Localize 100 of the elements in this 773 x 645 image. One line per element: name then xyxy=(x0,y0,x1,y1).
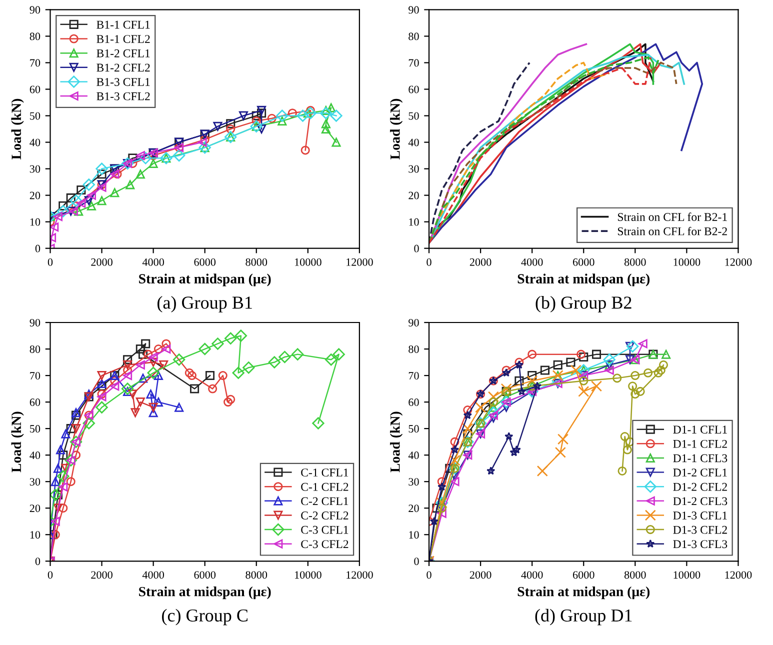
x-tick-label: 4000 xyxy=(142,258,164,266)
x-tick-label: 10000 xyxy=(295,571,322,579)
y-tick-label: 0 xyxy=(35,244,40,252)
y-tick-label: 90 xyxy=(408,6,419,14)
x-axis-title: Strain at midspan (με) xyxy=(139,586,271,600)
x-tick-label: 0 xyxy=(48,258,53,266)
legend-label: D1-1 CFL3 xyxy=(673,454,728,462)
x-tick-label: 8000 xyxy=(624,571,646,579)
y-tick-label: 70 xyxy=(30,59,40,67)
legend-label: C-3 CFL2 xyxy=(301,540,348,548)
y-axis-title: Load (kN) xyxy=(11,412,24,472)
text: (a) Group B1 xyxy=(158,296,252,312)
y-tick-label: 0 xyxy=(414,558,419,566)
x-tick-label: 0 xyxy=(426,258,432,266)
x-tick-label: 0 xyxy=(48,571,53,579)
x-tick-label: 12000 xyxy=(346,258,373,266)
legend-label: C-2 CFL2 xyxy=(301,512,348,520)
y-tick-label: 10 xyxy=(409,531,419,539)
legend-label: C-3 CFL1 xyxy=(301,526,348,534)
y-tick-label: 50 xyxy=(30,112,40,120)
y-tick-label: 90 xyxy=(30,318,40,326)
legend-label: B1-3 CFL1 xyxy=(96,78,150,86)
y-axis-title: Load (kN) xyxy=(390,412,403,472)
y-tick-label: 20 xyxy=(408,504,419,512)
y-tick-label: 10 xyxy=(30,218,40,226)
x-tick-label: 6000 xyxy=(194,258,216,266)
y-tick-label: 40 xyxy=(408,452,419,460)
y-tick-label: 80 xyxy=(30,32,40,40)
y-tick-label: 60 xyxy=(408,398,419,406)
legend-label: B1-1 CFL1 xyxy=(96,20,150,29)
x-axis-title: Strain at midspan (με) xyxy=(518,274,650,286)
legend-label: B1-3 CFL2 xyxy=(96,92,150,100)
text: (b) Group B2 xyxy=(536,296,632,312)
legend-label: B1-2 CFL2 xyxy=(96,64,150,72)
x-tick-label: 10000 xyxy=(674,571,700,579)
y-tick-label: 20 xyxy=(408,192,419,200)
y-tick-label: 60 xyxy=(30,398,40,406)
y-tick-label: 30 xyxy=(30,478,40,486)
x-tick-label: 6000 xyxy=(572,258,594,266)
x-tick-label: 2000 xyxy=(470,258,492,266)
legend-label: D1-3 CFL3 xyxy=(673,540,728,548)
y-tick-label: 70 xyxy=(30,372,40,380)
x-tick-label: 0 xyxy=(426,571,432,579)
x-tick-label: 12000 xyxy=(346,571,373,579)
y-tick-label: 20 xyxy=(30,504,40,512)
x-tick-label: 4000 xyxy=(521,258,543,266)
legend-label: D1-3 CFL2 xyxy=(673,526,727,534)
y-tick-label: 50 xyxy=(408,425,419,433)
x-tick-label: 4000 xyxy=(521,571,543,579)
legend-label: Strain on CFL for B2-2 xyxy=(618,226,727,236)
y-tick-label: 50 xyxy=(408,112,419,120)
y-tick-label: 80 xyxy=(408,345,419,353)
x-tick-label: 8000 xyxy=(246,258,268,266)
y-tick-label: 40 xyxy=(30,138,40,146)
y-tick-label: 80 xyxy=(30,345,40,353)
text: (c) Group C xyxy=(162,608,248,626)
legend-label: D1-2 CFL3 xyxy=(673,497,728,506)
legend-label: D1-2 CFL1 xyxy=(673,468,727,477)
x-tick-label: 2000 xyxy=(91,571,112,579)
x-tick-label: 6000 xyxy=(572,571,594,579)
x-tick-label: 12000 xyxy=(725,258,752,266)
x-tick-label: 10000 xyxy=(295,258,322,266)
x-tick-label: 10000 xyxy=(674,258,700,266)
x-axis-title: Strain at midspan (με) xyxy=(518,586,650,600)
legend-label: C-2 CFL1 xyxy=(301,497,348,506)
x-tick-label: 2000 xyxy=(470,571,492,579)
y-tick-label: 90 xyxy=(408,318,419,326)
y-axis-title: Load (kN) xyxy=(390,98,403,160)
y-tick-label: 0 xyxy=(414,244,419,252)
y-tick-label: 10 xyxy=(409,218,419,226)
y-tick-label: 90 xyxy=(30,6,40,14)
y-tick-label: 40 xyxy=(408,138,419,146)
legend-label: C-1 CFL2 xyxy=(301,482,348,491)
legend-label: Strain on CFL for B2-1 xyxy=(618,212,727,221)
y-tick-label: 60 xyxy=(408,86,419,94)
y-tick-label: 70 xyxy=(408,372,419,380)
y-tick-label: 30 xyxy=(408,165,419,173)
x-tick-label: 12000 xyxy=(725,571,752,579)
legend-label: C-1 CFL1 xyxy=(301,468,348,477)
legend-label: D1-1 CFL1 xyxy=(673,426,727,434)
y-tick-label: 50 xyxy=(30,425,40,433)
legend-label: B1-1 CFL2 xyxy=(96,35,150,43)
legend-label: D1-2 CFL2 xyxy=(673,482,727,491)
x-tick-label: 2000 xyxy=(91,258,112,266)
y-tick-label: 30 xyxy=(408,478,419,486)
x-axis-title: Strain at midspan (με) xyxy=(139,274,271,286)
x-tick-label: 8000 xyxy=(246,571,268,579)
legend-label: B1-2 CFL1 xyxy=(96,49,150,58)
y-tick-label: 0 xyxy=(35,558,40,566)
x-tick-label: 8000 xyxy=(624,258,646,266)
text: (d) Group D1 xyxy=(535,608,632,626)
y-tick-label: 10 xyxy=(30,531,40,539)
y-tick-label: 30 xyxy=(30,165,40,173)
y-axis-title: Load (kN) xyxy=(11,98,24,160)
y-tick-label: 80 xyxy=(408,32,419,40)
legend-label: D1-3 CFL1 xyxy=(673,512,727,520)
y-tick-label: 60 xyxy=(30,86,40,94)
y-tick-label: 40 xyxy=(30,452,40,460)
x-tick-label: 6000 xyxy=(194,571,216,579)
legend-label: D1-1 CFL2 xyxy=(673,440,727,448)
